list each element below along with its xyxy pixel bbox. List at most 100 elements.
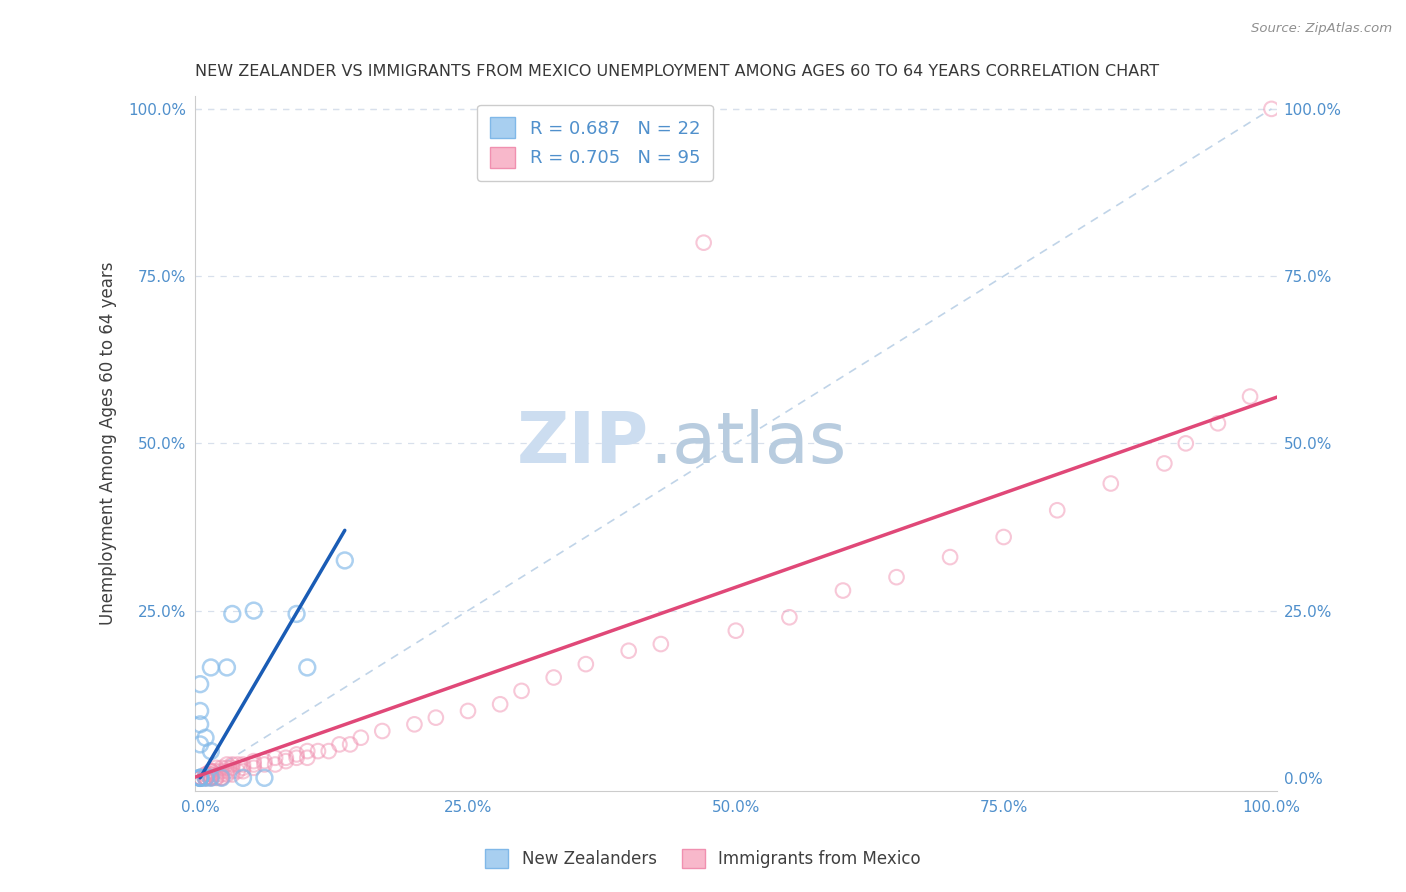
Point: [692, 235, 714, 250]
Point: [194, 771, 217, 785]
Point: [425, 711, 447, 725]
Point: [232, 761, 254, 775]
Point: [350, 731, 373, 745]
Point: [832, 583, 855, 598]
Point: [333, 553, 356, 567]
Point: [188, 704, 211, 718]
Point: [1099, 476, 1122, 491]
Point: [264, 757, 287, 772]
Point: [297, 660, 319, 674]
Point: [617, 644, 640, 658]
Point: [285, 751, 308, 765]
Point: [1206, 417, 1229, 431]
Point: [200, 764, 222, 779]
Point: [188, 771, 211, 785]
Point: [297, 744, 319, 758]
Point: [242, 761, 264, 775]
Text: Source: ZipAtlas.com: Source: ZipAtlas.com: [1251, 22, 1392, 36]
Point: [194, 771, 217, 785]
Point: [205, 767, 228, 781]
Point: [274, 754, 297, 768]
Point: [253, 757, 276, 772]
Point: [194, 771, 217, 785]
Point: [205, 771, 228, 785]
Point: [205, 764, 228, 779]
Point: [200, 764, 222, 779]
Point: [200, 771, 222, 785]
Point: [188, 771, 211, 785]
Point: [297, 751, 319, 765]
Point: [993, 530, 1015, 544]
Point: [188, 771, 211, 785]
Point: [339, 738, 361, 752]
Point: [221, 764, 243, 779]
Point: [242, 604, 264, 618]
Point: [188, 738, 211, 752]
Point: [650, 637, 672, 651]
Point: [194, 771, 217, 785]
Point: [221, 607, 243, 621]
Point: [232, 771, 254, 785]
Point: [489, 698, 512, 712]
Point: [215, 660, 238, 674]
Point: [253, 754, 276, 768]
Point: [1239, 390, 1261, 404]
Point: [200, 767, 222, 781]
Point: [194, 771, 217, 785]
Point: [242, 757, 264, 772]
Point: [221, 767, 243, 781]
Point: [264, 751, 287, 765]
Point: [939, 550, 962, 565]
Point: [318, 744, 340, 758]
Point: [194, 771, 217, 785]
Point: [211, 764, 233, 779]
Point: [200, 771, 222, 785]
Point: [404, 717, 426, 731]
Point: [194, 767, 217, 781]
Point: [215, 764, 238, 779]
Point: [211, 771, 233, 785]
Point: [188, 771, 211, 785]
Point: [226, 757, 249, 772]
Point: [188, 677, 211, 691]
Point: [221, 757, 243, 772]
Y-axis label: Unemployment Among Ages 60 to 64 years: Unemployment Among Ages 60 to 64 years: [100, 261, 117, 625]
Point: [232, 764, 254, 779]
Point: [194, 771, 217, 785]
Point: [215, 757, 238, 772]
Point: [188, 771, 211, 785]
Point: [194, 731, 217, 745]
Point: [200, 764, 222, 779]
Point: [194, 771, 217, 785]
Point: [226, 764, 249, 779]
Legend: New Zealanders, Immigrants from Mexico: New Zealanders, Immigrants from Mexico: [478, 842, 928, 875]
Point: [274, 751, 297, 765]
Text: NEW ZEALANDER VS IMMIGRANTS FROM MEXICO UNEMPLOYMENT AMONG AGES 60 TO 64 YEARS C: NEW ZEALANDER VS IMMIGRANTS FROM MEXICO …: [195, 64, 1159, 79]
Point: [221, 761, 243, 775]
Point: [1046, 503, 1069, 517]
Point: [1153, 457, 1175, 471]
Point: [575, 657, 598, 672]
Point: [188, 771, 211, 785]
Point: [1260, 102, 1282, 116]
Point: [543, 671, 565, 685]
Point: [1174, 436, 1197, 450]
Point: [253, 771, 276, 785]
Point: [188, 771, 211, 785]
Point: [371, 724, 394, 739]
Point: [200, 771, 222, 785]
Text: .atlas: .atlas: [650, 409, 846, 478]
Point: [307, 744, 329, 758]
Point: [778, 610, 800, 624]
Legend: R = 0.687   N = 22, R = 0.705   N = 95: R = 0.687 N = 22, R = 0.705 N = 95: [478, 104, 713, 180]
Point: [188, 717, 211, 731]
Point: [200, 767, 222, 781]
Point: [188, 771, 211, 785]
Point: [205, 761, 228, 775]
Text: ZIP: ZIP: [517, 409, 650, 478]
Point: [724, 624, 747, 638]
Point: [188, 771, 211, 785]
Point: [200, 771, 222, 785]
Point: [211, 761, 233, 775]
Point: [211, 767, 233, 781]
